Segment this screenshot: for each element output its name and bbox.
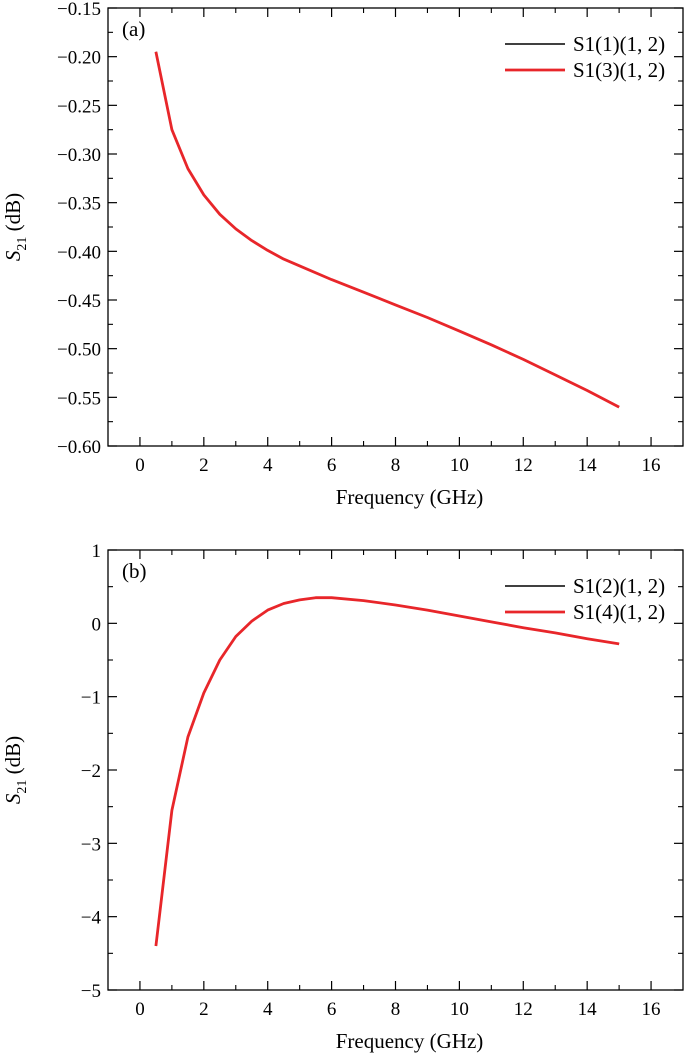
x-tick-label: 16: [642, 455, 661, 476]
y-tick-label: 0: [92, 614, 102, 635]
x-tick-label: 12: [514, 999, 533, 1020]
y-tick-label: −0.40: [57, 242, 101, 263]
y-tick-label: −2: [81, 761, 101, 782]
x-tick-label: 16: [642, 999, 661, 1020]
series-line-2: [154, 596, 620, 947]
y-tick-label: −0.50: [57, 340, 101, 361]
y-tick-label: −1: [81, 688, 101, 709]
y-tick-label: −5: [81, 981, 101, 1002]
y-axis-label-main: S: [1, 250, 25, 261]
chart-panel-b: 0 2 4 6 8 10 12 14 16 −5 −4 −3 −2 −1 0 1 Frequency (GHz)…: [1, 541, 684, 1053]
series-line-2: [154, 51, 620, 409]
x-tick-label: 4: [263, 455, 273, 476]
legend-label: S1(2)(1, 2): [573, 574, 665, 598]
y-axis-label-sub: 21: [15, 237, 30, 251]
x-tick-label: 8: [391, 455, 401, 476]
x-tick-label: 10: [450, 455, 469, 476]
y-axis-label: S21 (dB): [1, 193, 30, 261]
y-axis-label: S21 (dB): [1, 736, 30, 804]
x-tick-label: 14: [578, 455, 598, 476]
x-axis-label: Frequency (GHz): [336, 485, 484, 509]
x-tick-label: 8: [391, 999, 401, 1020]
x-tick-label: 10: [450, 999, 469, 1020]
y-tick-label: −3: [81, 834, 101, 855]
x-tick-label: 4: [263, 999, 273, 1020]
y-axis-label-unit: (dB): [1, 193, 25, 237]
x-tick-label: 14: [578, 999, 598, 1020]
y-axis-label-unit: (dB): [1, 736, 25, 780]
legend-label: S1(3)(1, 2): [573, 58, 665, 82]
panel-label: (b): [122, 559, 147, 583]
y-tick-label: −0.55: [57, 388, 101, 409]
chart-panel-a: 0 2 4 6 8 10 12 14 16 −0.60 −0.55 −0.50 −0.45 −0.40 −0…: [1, 0, 684, 509]
x-tick-label: 0: [135, 455, 145, 476]
x-tick-label: 6: [327, 999, 337, 1020]
y-tick-label: −0.30: [57, 145, 101, 166]
y-tick-label: 1: [92, 541, 102, 562]
x-tick-label: 0: [135, 999, 145, 1020]
y-axis-label-sub: 21: [15, 780, 30, 794]
x-tick-label: 2: [199, 455, 209, 476]
x-tick-label: 6: [327, 455, 337, 476]
y-tick-label: −0.45: [57, 291, 101, 312]
y-tick-label: −0.60: [57, 437, 101, 458]
y-tick-label: −0.25: [57, 96, 101, 117]
x-tick-label: 12: [514, 455, 533, 476]
y-tick-label: −0.35: [57, 194, 101, 215]
x-axis-label: Frequency (GHz): [336, 1029, 484, 1053]
legend-label: S1(4)(1, 2): [573, 600, 665, 624]
legend-label: S1(1)(1, 2): [573, 32, 665, 56]
y-axis-label-main: S: [1, 793, 25, 804]
y-tick-label: −0.15: [57, 0, 101, 20]
y-tick-label: −4: [81, 908, 102, 929]
series-line-1: [155, 51, 620, 408]
y-tick-label: −0.20: [57, 48, 101, 69]
x-tick-label: 2: [199, 999, 209, 1020]
panel-label: (a): [122, 17, 145, 41]
